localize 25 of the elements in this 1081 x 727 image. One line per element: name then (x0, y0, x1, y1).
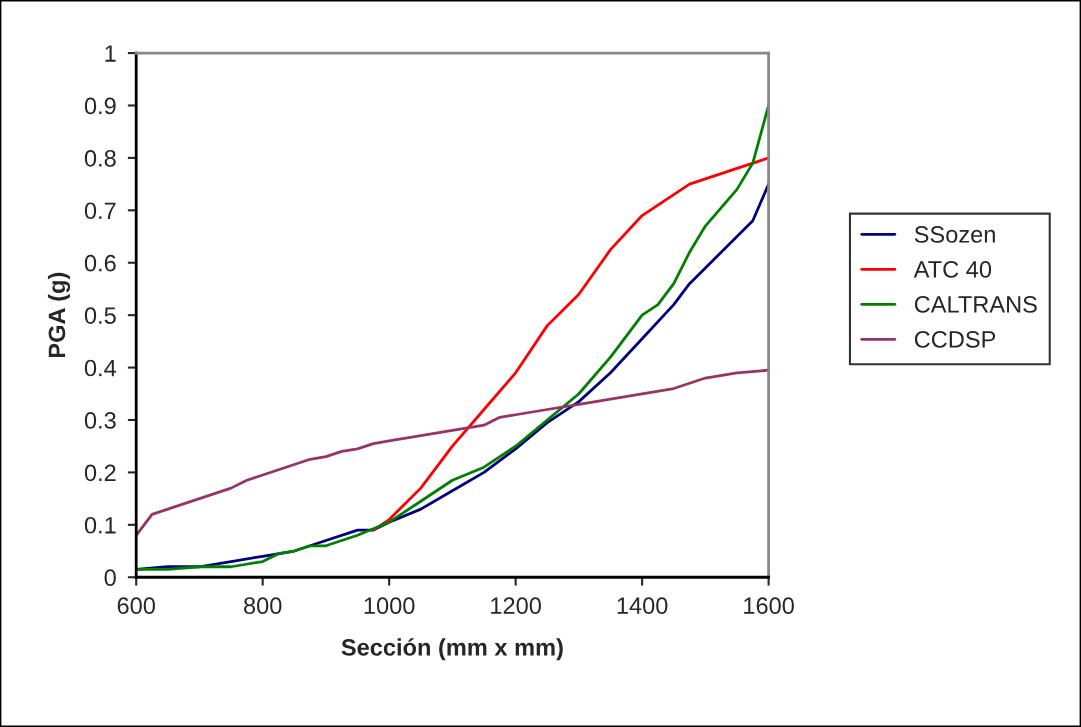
x-tick-label: 1200 (491, 597, 541, 615)
legend-label: SSozen (914, 226, 995, 243)
y-tick-label: 1 (105, 45, 116, 62)
y-axis-title: PGA (g) (47, 272, 71, 358)
x-tick-label: 1000 (364, 597, 415, 615)
x-tick-label: 800 (244, 597, 282, 615)
x-axis-title: Sección (mm x mm) (341, 638, 563, 661)
line-series (136, 368, 769, 537)
y-tick-label: 0.6 (84, 254, 116, 272)
y-tick-label: 0.7 (84, 202, 116, 220)
line-series (371, 156, 769, 532)
x-tick-label: 1600 (744, 597, 794, 615)
legend-label: CCDSP (914, 331, 996, 348)
y-tick-label: 0.2 (84, 464, 116, 482)
x-tick-label: 600 (117, 597, 155, 615)
y-tick-label: 0 (104, 569, 116, 587)
y-tick-label: 0.5 (84, 307, 116, 324)
x-tick-label: 1400 (617, 597, 668, 615)
y-tick-label: 0.3 (84, 412, 116, 429)
y-tick-label: 0.1 (84, 516, 116, 534)
y-tick-label: 0.8 (84, 149, 116, 167)
legend-label: CALTRANS (914, 296, 1037, 313)
legend-label: ATC 40 (913, 261, 992, 278)
y-tick-label: 0.4 (84, 359, 117, 377)
y-tick-label: 0.9 (84, 97, 116, 115)
